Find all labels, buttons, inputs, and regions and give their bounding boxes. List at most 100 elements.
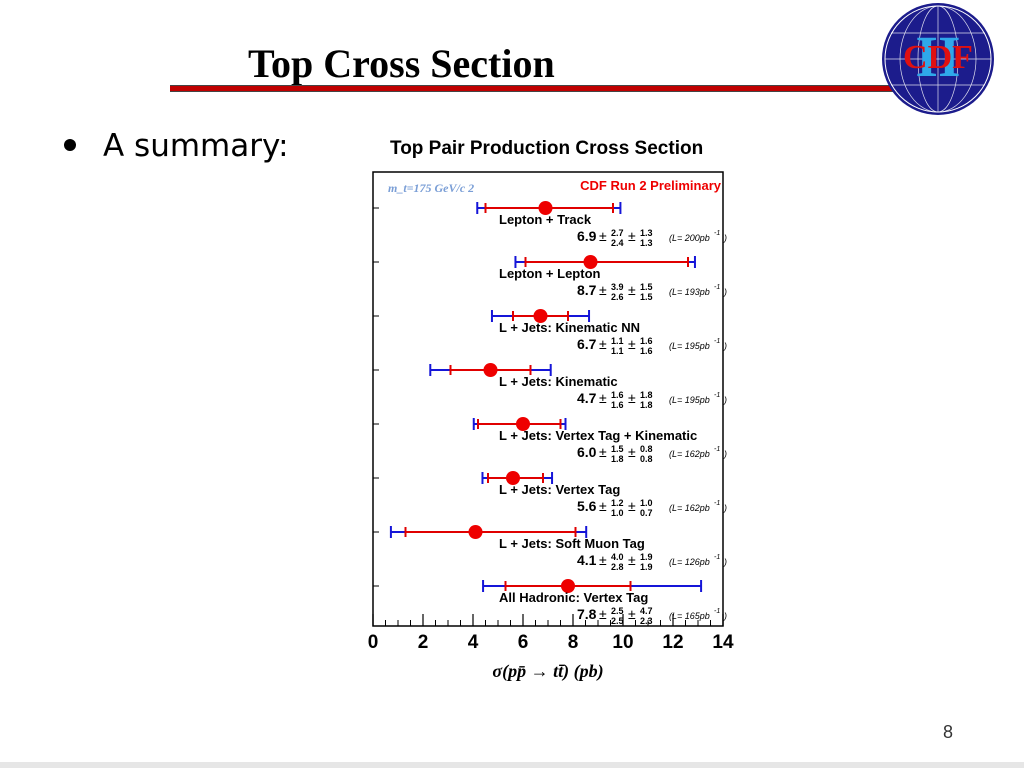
- measurement-label: Lepton + Track: [499, 212, 592, 227]
- x-tick-label: 8: [568, 632, 579, 653]
- x-tick-label: 2: [418, 632, 429, 653]
- syst-error-down: 2.3: [640, 616, 653, 626]
- luminosity-exponent: -1: [714, 554, 720, 561]
- luminosity-close: ): [723, 503, 727, 513]
- title-underline: [170, 85, 900, 92]
- plus-minus-sign: ±: [628, 606, 636, 622]
- measurement-value: 6.0: [577, 444, 597, 460]
- x-tick-label: 4: [468, 632, 479, 653]
- syst-error-up: 0.8: [640, 444, 653, 454]
- measurement-value: 6.7: [577, 336, 597, 352]
- syst-error-up: 4.7: [640, 606, 653, 616]
- measurement-label: L + Jets: Vertex Tag: [499, 482, 620, 497]
- plus-minus-sign: ±: [628, 498, 636, 514]
- luminosity-exponent: -1: [714, 230, 720, 237]
- x-tick-label: 12: [662, 632, 683, 653]
- x-tick-label: 14: [712, 632, 734, 653]
- stat-error-down: 1.1: [611, 346, 624, 356]
- bullet-marker: [64, 139, 76, 151]
- luminosity-close: ): [723, 287, 727, 297]
- luminosity-label: (L= 162pb: [669, 449, 710, 459]
- plus-minus-sign: ±: [628, 390, 636, 406]
- stat-error-down: 1.6: [611, 400, 624, 410]
- plus-minus-sign: ±: [599, 498, 607, 514]
- syst-error-down: 0.8: [640, 454, 653, 464]
- plus-minus-sign: ±: [628, 444, 636, 460]
- experiment-label: CDF Run 2 Preliminary: [580, 178, 722, 193]
- luminosity-close: ): [723, 557, 727, 567]
- syst-error-down: 1.9: [640, 562, 653, 572]
- luminosity-close: ): [723, 395, 727, 405]
- stat-error-up: 1.2: [611, 498, 624, 508]
- plus-minus-sign: ±: [628, 336, 636, 352]
- cdf-logo: II CDF: [882, 3, 994, 115]
- stat-error-down: 1.0: [611, 508, 624, 518]
- measurement-value: 7.8: [577, 606, 597, 622]
- data-point: [468, 525, 483, 539]
- measurement-label: All Hadronic: Vertex Tag: [499, 590, 648, 605]
- syst-error-up: 1.0: [640, 498, 653, 508]
- luminosity-close: ): [723, 611, 727, 621]
- measurement-label: L + Jets: Kinematic NN: [499, 320, 640, 335]
- luminosity-exponent: -1: [714, 338, 720, 345]
- data-point: [533, 309, 548, 323]
- stat-error-up: 1.6: [611, 390, 624, 400]
- luminosity-close: ): [723, 233, 727, 243]
- plus-minus-sign: ±: [599, 228, 607, 244]
- luminosity-label: (L= 200pb: [669, 233, 710, 243]
- stat-error-up: 1.5: [611, 444, 624, 454]
- luminosity-label: (L= 165pb: [669, 611, 710, 621]
- luminosity-close: ): [723, 449, 727, 459]
- luminosity-exponent: -1: [714, 446, 720, 453]
- stat-error-down: 2.5: [611, 616, 624, 626]
- x-tick-label: 0: [368, 632, 379, 653]
- measurement-label: Lepton + Lepton: [499, 266, 601, 281]
- stat-error-up: 3.9: [611, 282, 624, 292]
- page-title: Top Cross Section: [248, 41, 555, 86]
- mass-label: m_t=175 GeV/c 2: [388, 181, 474, 195]
- bullet-text: A summary:: [103, 128, 289, 164]
- stat-error-up: 2.7: [611, 228, 624, 238]
- measurement-value: 8.7: [577, 282, 597, 298]
- stat-error-down: 2.8: [611, 562, 624, 572]
- data-point: [506, 471, 520, 485]
- luminosity-close: ): [723, 341, 727, 351]
- stat-error-up: 2.5: [611, 606, 624, 616]
- data-point: [538, 201, 553, 215]
- syst-error-down: 1.3: [640, 238, 653, 248]
- stat-error-down: 2.6: [611, 292, 624, 302]
- syst-error-up: 1.5: [640, 282, 653, 292]
- plus-minus-sign: ±: [628, 228, 636, 244]
- measurement-value: 4.1: [577, 552, 597, 568]
- page-number: 8: [943, 722, 954, 742]
- syst-error-up: 1.9: [640, 552, 653, 562]
- measurement-label: L + Jets: Kinematic: [499, 374, 618, 389]
- x-tick-label: 10: [612, 632, 633, 653]
- syst-error-up: 1.3: [640, 228, 653, 238]
- plus-minus-sign: ±: [628, 282, 636, 298]
- stat-error-down: 2.4: [611, 238, 624, 248]
- plus-minus-sign: ±: [599, 282, 607, 298]
- stat-error-up: 1.1: [611, 336, 624, 346]
- syst-error-down: 1.5: [640, 292, 653, 302]
- luminosity-label: (L= 162pb: [669, 503, 710, 513]
- data-point: [561, 579, 575, 593]
- data-point: [583, 255, 598, 269]
- x-axis-label: σ(pp̄ → tt̄) (pb): [492, 661, 603, 682]
- luminosity-label: (L= 195pb: [669, 395, 710, 405]
- luminosity-exponent: -1: [714, 284, 720, 291]
- logo-numeral: II: [915, 24, 960, 89]
- syst-error-down: 1.8: [640, 400, 653, 410]
- measurement-label: L + Jets: Soft Muon Tag: [499, 536, 645, 551]
- cross-section-chart: 0 2 4 6 8 10 12 14 σ(pp̄ → tt̄) (pb) m_t=175 GeV/…: [368, 171, 734, 682]
- plus-minus-sign: ±: [599, 606, 607, 622]
- luminosity-label: (L= 195pb: [669, 341, 710, 351]
- syst-error-up: 1.6: [640, 336, 653, 346]
- logo-text: CDF: [903, 39, 973, 76]
- data-point: [516, 417, 530, 431]
- syst-error-down: 1.6: [640, 346, 653, 356]
- luminosity-exponent: -1: [714, 500, 720, 507]
- measurement-value: 6.9: [577, 228, 597, 244]
- luminosity-exponent: -1: [714, 608, 720, 615]
- stat-error-up: 4.0: [611, 552, 624, 562]
